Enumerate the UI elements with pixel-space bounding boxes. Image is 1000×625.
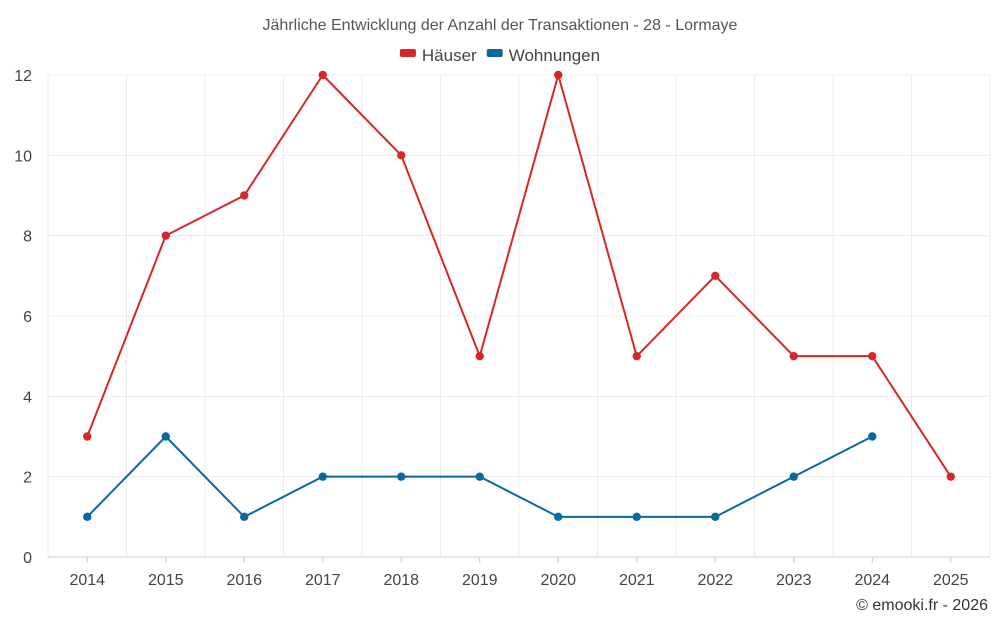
x-tick-label: 2020	[540, 572, 576, 589]
x-tick-label: 2014	[69, 572, 105, 589]
axes: 0 2 4 6 8 10 12 2014 2015 2016 2017 2018 2019 2020 202…	[14, 68, 990, 589]
series-group	[83, 70, 955, 522]
x-tick-label: 2024	[854, 572, 890, 589]
x-tick-label: 2017	[305, 572, 341, 589]
series-2-point[interactable]	[711, 512, 720, 522]
series-1-line	[86, 74, 952, 478]
series-2-point[interactable]	[789, 472, 798, 481]
x-tick-label: 2019	[462, 572, 498, 589]
series-1-point[interactable]	[161, 231, 170, 240]
y-tick-label: 12	[14, 68, 32, 85]
series-1-point[interactable]	[632, 351, 641, 361]
series-2-point[interactable]	[554, 512, 563, 522]
series-1-point[interactable]	[83, 432, 92, 441]
series-1-point[interactable]	[475, 351, 484, 361]
series-1-point[interactable]	[789, 351, 798, 361]
series-1-point[interactable]	[868, 351, 877, 361]
series-1-point[interactable]	[554, 70, 563, 80]
series-2-point[interactable]	[475, 472, 484, 481]
y-tick-label: 0	[23, 550, 32, 567]
legend: Häuser Wohnungen	[399, 46, 600, 65]
x-tick-label: 2023	[776, 572, 812, 589]
y-tick-label: 6	[23, 309, 32, 326]
chart-title: Jährliche Entwicklung der Anzahl der Tra…	[263, 17, 738, 34]
x-tick-label: 2016	[226, 572, 262, 589]
x-tick-label: 2015	[148, 572, 184, 589]
series-2-point[interactable]	[397, 472, 406, 481]
series-2-point[interactable]	[318, 472, 327, 481]
x-tick-label: 2022	[697, 572, 733, 589]
y-tick-label: 8	[23, 229, 32, 246]
credit-text: © emooki.fr - 2026	[856, 597, 988, 614]
series-2-point[interactable]	[240, 512, 249, 522]
legend-label-1: Häuser	[422, 46, 477, 65]
series-1-point[interactable]	[397, 151, 406, 160]
series-1-point[interactable]	[318, 70, 327, 80]
series-1-point[interactable]	[240, 191, 249, 200]
series-2-point[interactable]	[161, 432, 170, 441]
x-tick-label: 2021	[619, 572, 655, 589]
y-tick-label: 10	[14, 148, 32, 165]
y-tick-label: 4	[23, 389, 32, 406]
x-tick-label: 2025	[933, 572, 969, 589]
series-2-point[interactable]	[868, 432, 877, 441]
series-2-point[interactable]	[632, 512, 641, 522]
legend-swatch-2[interactable]	[486, 49, 503, 57]
legend-label-2: Wohnungen	[509, 46, 600, 65]
x-tick-label: 2018	[383, 572, 419, 589]
grid-lines	[47, 74, 991, 557]
series-1-point[interactable]	[711, 271, 720, 281]
legend-swatch-1[interactable]	[399, 49, 416, 57]
series-2	[83, 432, 877, 522]
y-tick-label: 2	[23, 470, 32, 487]
series-2-point[interactable]	[83, 512, 92, 522]
series-1	[83, 70, 955, 481]
series-1-point[interactable]	[946, 472, 955, 481]
